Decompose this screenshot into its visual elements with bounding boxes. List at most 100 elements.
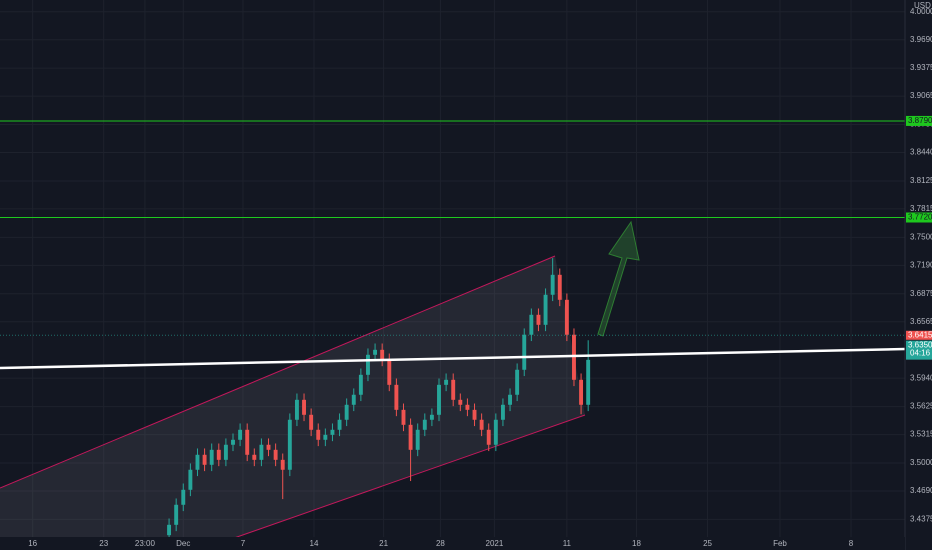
countdown: 04:16: [910, 348, 931, 357]
candle-body: [351, 394, 356, 405]
candle-body: [302, 399, 306, 415]
candle-body: [422, 419, 427, 430]
x-tick-label: 23:00: [135, 539, 156, 548]
x-tick-label: 14: [310, 539, 319, 548]
price-label: 3.6350: [908, 340, 932, 349]
candle-body: [458, 399, 463, 405]
grid: [0, 0, 905, 537]
candle-body: [216, 449, 221, 460]
price-label-box: [906, 330, 932, 340]
candle-body: [223, 444, 228, 460]
candle-body: [366, 354, 370, 375]
candle-body: [564, 299, 569, 335]
candle-body: [529, 314, 534, 335]
y-tick-label: 3.8125: [910, 176, 932, 185]
candle-body: [493, 419, 498, 445]
time-axis: [0, 537, 905, 550]
candle-body: [252, 454, 257, 460]
candle-body: [557, 274, 562, 300]
arrow: [597, 220, 640, 337]
candle-body: [465, 404, 470, 410]
candle-body: [373, 349, 378, 355]
candle-body: [316, 429, 321, 440]
candle-body: [337, 419, 342, 430]
candle-body: [444, 379, 449, 385]
trend-line: [0, 347, 906, 370]
x-tick-label: 7: [241, 539, 246, 548]
y-tick-label: 3.6875: [910, 289, 932, 298]
candle-body: [188, 469, 193, 490]
y-tick-label: 3.5625: [910, 402, 932, 411]
y-tick-label: 3.7500: [910, 232, 932, 241]
candle-body: [323, 434, 328, 440]
candle-body: [202, 454, 207, 465]
candles: [167, 258, 591, 542]
y-tick-label: 3.4690: [910, 486, 932, 495]
candle-body: [167, 524, 172, 536]
candle-body: [543, 294, 548, 325]
y-tick-label: 3.4375: [910, 515, 932, 524]
channel-upper: [0, 255, 556, 489]
candle-body: [572, 334, 576, 380]
level-label-box: [906, 115, 932, 126]
candle-body: [515, 369, 520, 395]
price-axis: [905, 0, 932, 550]
candle-body: [479, 419, 484, 430]
y-tick-label: 3.5940: [910, 373, 932, 382]
y-tick-label: 3.9065: [910, 91, 932, 100]
x-tick-label: 25: [703, 539, 712, 548]
candle-body: [309, 414, 314, 430]
x-tick-label: 21: [379, 539, 388, 548]
axes: 4.00003.96903.93753.90653.87503.84403.81…: [28, 7, 932, 548]
candle-body: [415, 429, 420, 450]
y-tick-label: 3.9690: [910, 35, 932, 44]
currency: USD: [914, 1, 931, 10]
y-tick-label: 3.5315: [910, 430, 932, 439]
candle-body: [181, 489, 186, 505]
price-label-box: [906, 340, 932, 360]
candle-body: [209, 449, 214, 465]
candle-body: [195, 454, 200, 470]
candle-body: [280, 459, 285, 470]
x-tick-label: Dec: [176, 539, 190, 548]
candle-body: [344, 404, 349, 420]
x-tick-label: 23: [99, 539, 108, 548]
candle-body: [550, 274, 555, 295]
candle-body: [238, 429, 243, 440]
candle-body: [387, 359, 392, 385]
channel-fill: [0, 256, 585, 550]
levels: [0, 120, 905, 336]
candle-body: [437, 384, 441, 415]
candle-body: [266, 444, 271, 450]
y-tick-label: 3.7815: [910, 204, 932, 213]
x-tick-label: Feb: [773, 539, 787, 548]
candle-body: [287, 419, 292, 470]
price-label: 3.6415: [908, 330, 932, 339]
candle-body: [330, 429, 335, 435]
candle-body: [579, 379, 584, 405]
candle-body: [508, 394, 512, 405]
candle-body: [245, 429, 250, 455]
candle-body: [231, 439, 235, 445]
x-tick-label: 8: [849, 539, 854, 548]
candle-body: [586, 359, 591, 405]
y-tick-label: 4.0000: [910, 7, 932, 16]
candle-body: [429, 414, 434, 420]
candle-body: [380, 349, 385, 360]
y-tick-label: 3.9375: [910, 63, 932, 72]
candle-body: [358, 374, 363, 395]
x-tick-label: 18: [632, 539, 641, 548]
candle-body: [472, 409, 477, 420]
level-label: 3.8790: [908, 116, 932, 125]
x-tick-label: 28: [436, 539, 445, 548]
level-label-box: [906, 212, 932, 223]
y-tick-label: 3.5000: [910, 458, 932, 467]
level-label: 3.7720: [908, 213, 932, 222]
candle-body: [522, 334, 527, 370]
candle-body: [259, 444, 264, 460]
candle-body: [486, 429, 491, 445]
candle-body: [408, 424, 413, 450]
x-tick-label: 16: [28, 539, 37, 548]
